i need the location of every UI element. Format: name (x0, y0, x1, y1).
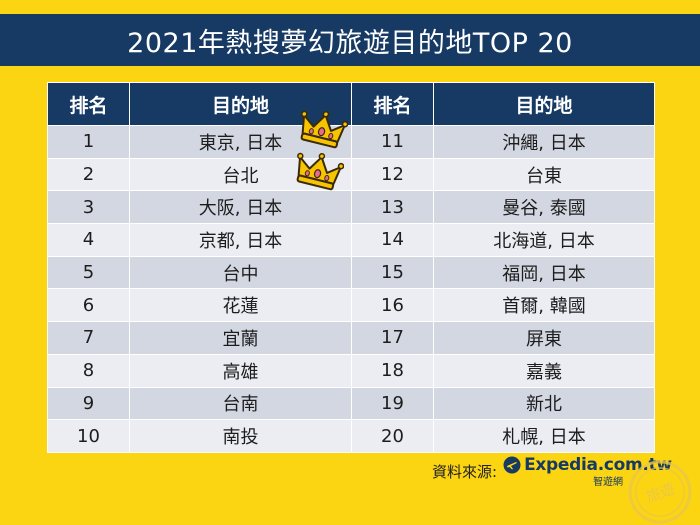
destination-cell: 高雄 (129, 353, 352, 388)
table-row: 8 高雄 18 嘉義 (47, 353, 655, 388)
rank-cell: 9 (47, 386, 130, 421)
destination-cell: 曼谷, 泰國 (433, 190, 655, 225)
expedia-logo: Expedia.com.tw 智遊網 (503, 455, 672, 488)
destination-cell: 札幌, 日本 (433, 419, 655, 453)
title-banner: 2021年熱搜夢幻旅遊目的地TOP 20 (0, 14, 700, 66)
rank-cell: 5 (47, 255, 130, 290)
destination-cell: 宜蘭 (129, 321, 352, 355)
destination-cell: 福岡, 日本 (433, 255, 655, 290)
brand-subtitle: 智遊網 (593, 477, 624, 488)
rank-cell: 6 (47, 288, 130, 323)
rank-cell: 3 (47, 190, 130, 225)
destination-cell: 首爾, 韓國 (433, 288, 655, 323)
destination-cell: 京都, 日本 (129, 223, 352, 257)
destination-cell: 花蓮 (129, 288, 352, 323)
rank-cell: 19 (351, 386, 434, 421)
stamp-text: 旅遊 (643, 479, 677, 506)
crown-icon (300, 110, 348, 149)
rank-cell: 18 (351, 353, 434, 388)
rank-cell: 15 (351, 255, 434, 290)
rank-cell: 16 (351, 288, 434, 323)
destination-cell: 大阪, 日本 (129, 190, 352, 225)
destination-cell: 台中 (129, 255, 352, 290)
crown-icon (296, 152, 344, 191)
destination-cell: 新北 (433, 386, 655, 421)
expedia-plane-icon (503, 456, 521, 474)
watermark-stamp-icon: 旅遊 (628, 460, 692, 524)
table-row: 9 台南 19 新北 (47, 386, 655, 421)
table-header-row: 排名 目的地 排名 目的地 (47, 82, 655, 126)
destination-cell: 屏東 (433, 321, 655, 355)
rank-cell: 2 (47, 157, 130, 192)
data-source: 資料來源: Expedia.com.tw 智遊網 (432, 455, 672, 488)
header-rank: 排名 (47, 82, 130, 126)
rank-cell: 10 (47, 419, 130, 453)
rank-cell: 13 (351, 190, 434, 225)
header-rank: 排名 (351, 82, 434, 126)
table-row: 6 花蓮 16 首爾, 韓國 (47, 288, 655, 323)
rank-cell: 8 (47, 353, 130, 388)
destination-cell: 北海道, 日本 (433, 223, 655, 257)
page-title: 2021年熱搜夢幻旅遊目的地TOP 20 (127, 27, 573, 59)
source-label: 資料來源: (432, 463, 498, 481)
destination-cell: 沖繩, 日本 (433, 125, 655, 159)
table-row: 3 大阪, 日本 13 曼谷, 泰國 (47, 190, 655, 225)
ranking-table: 排名 目的地 排名 目的地 1 東京, 日本 11 沖繩, 日本 2 台北 12 台東 3 大阪,… (47, 82, 655, 453)
destination-cell: 南投 (129, 419, 352, 453)
rank-cell: 4 (47, 223, 130, 257)
table-row: 10 南投 20 札幌, 日本 (47, 419, 655, 453)
rank-cell: 1 (47, 125, 130, 159)
rank-cell: 20 (351, 419, 434, 453)
rank-cell: 12 (351, 157, 434, 192)
destination-cell: 台東 (433, 157, 655, 192)
table-row: 2 台北 12 台東 (47, 157, 655, 192)
header-destination: 目的地 (129, 82, 352, 126)
rank-cell: 17 (351, 321, 434, 355)
destination-cell: 台南 (129, 386, 352, 421)
destination-cell: 嘉義 (433, 353, 655, 388)
header-destination: 目的地 (433, 82, 655, 126)
rank-cell: 14 (351, 223, 434, 257)
brand-name: Expedia.com.tw (524, 455, 672, 475)
rank-cell: 11 (351, 125, 434, 159)
table-row: 5 台中 15 福岡, 日本 (47, 255, 655, 290)
table-row: 7 宜蘭 17 屏東 (47, 321, 655, 355)
table-row: 1 東京, 日本 11 沖繩, 日本 (47, 125, 655, 159)
table-row: 4 京都, 日本 14 北海道, 日本 (47, 223, 655, 257)
rank-cell: 7 (47, 321, 130, 355)
